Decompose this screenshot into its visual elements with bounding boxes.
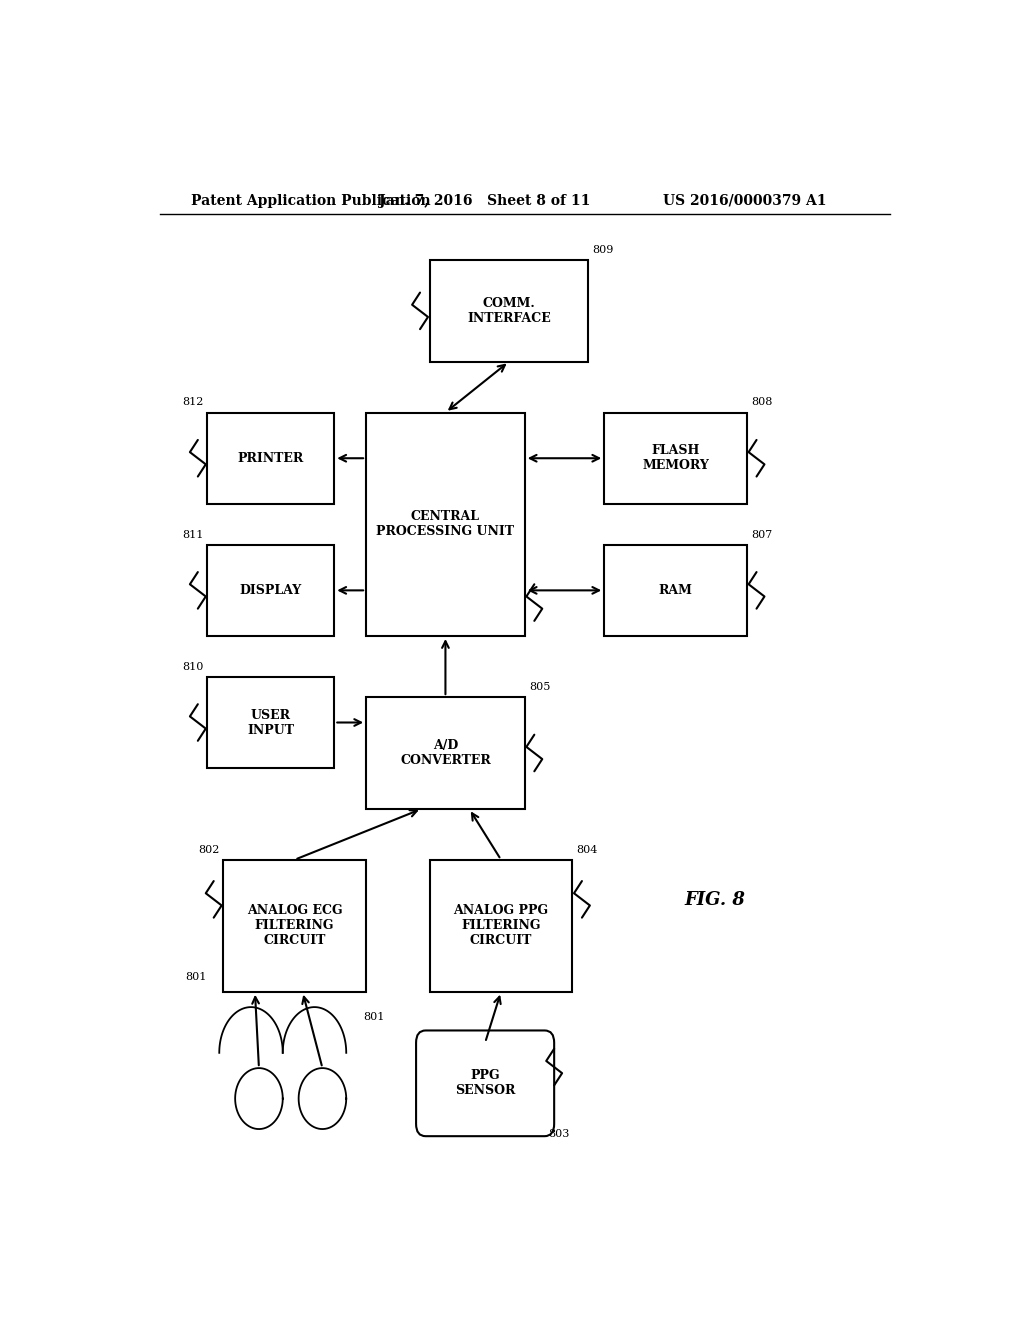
FancyBboxPatch shape <box>367 697 524 809</box>
Text: 805: 805 <box>528 682 550 692</box>
Text: Patent Application Publication: Patent Application Publication <box>191 194 431 209</box>
Text: 811: 811 <box>182 529 204 540</box>
FancyBboxPatch shape <box>416 1031 554 1137</box>
FancyBboxPatch shape <box>367 412 524 636</box>
Text: 810: 810 <box>182 661 204 672</box>
Text: 809: 809 <box>592 246 613 255</box>
Text: FLASH
MEMORY: FLASH MEMORY <box>642 445 709 473</box>
Text: Jan. 7, 2016   Sheet 8 of 11: Jan. 7, 2016 Sheet 8 of 11 <box>380 194 591 209</box>
Text: 812: 812 <box>182 397 204 408</box>
Text: CENTRAL
PROCESSING UNIT: CENTRAL PROCESSING UNIT <box>377 511 514 539</box>
Text: A/D
CONVERTER: A/D CONVERTER <box>400 739 490 767</box>
Text: PRINTER: PRINTER <box>238 451 304 465</box>
Text: US 2016/0000379 A1: US 2016/0000379 A1 <box>663 194 826 209</box>
Text: RAM: RAM <box>658 583 692 597</box>
Text: 807: 807 <box>751 529 772 540</box>
Text: PPG
SENSOR: PPG SENSOR <box>455 1069 515 1097</box>
Text: 803: 803 <box>549 1129 570 1139</box>
Text: 801: 801 <box>364 1012 385 1022</box>
Text: DISPLAY: DISPLAY <box>240 583 302 597</box>
FancyBboxPatch shape <box>207 412 334 504</box>
Text: USER
INPUT: USER INPUT <box>248 709 294 737</box>
Text: 802: 802 <box>198 845 219 854</box>
FancyBboxPatch shape <box>223 859 367 991</box>
FancyBboxPatch shape <box>207 677 334 768</box>
FancyBboxPatch shape <box>604 412 748 504</box>
FancyBboxPatch shape <box>430 859 572 991</box>
FancyBboxPatch shape <box>604 545 748 636</box>
FancyBboxPatch shape <box>207 545 334 636</box>
FancyBboxPatch shape <box>430 260 588 362</box>
Text: FIG. 8: FIG. 8 <box>685 891 745 909</box>
Text: 804: 804 <box>577 845 598 854</box>
Text: COMM.
INTERFACE: COMM. INTERFACE <box>467 297 551 325</box>
Text: ANALOG PPG
FILTERING
CIRCUIT: ANALOG PPG FILTERING CIRCUIT <box>454 904 549 948</box>
Text: 801: 801 <box>184 972 206 982</box>
Text: 808: 808 <box>751 397 772 408</box>
Text: ANALOG ECG
FILTERING
CIRCUIT: ANALOG ECG FILTERING CIRCUIT <box>247 904 342 948</box>
